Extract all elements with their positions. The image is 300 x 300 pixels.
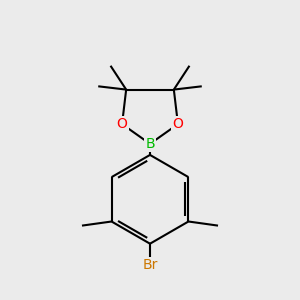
Text: Br: Br: [142, 258, 158, 272]
Text: O: O: [117, 117, 128, 131]
Text: O: O: [172, 117, 183, 131]
Text: B: B: [145, 137, 155, 151]
